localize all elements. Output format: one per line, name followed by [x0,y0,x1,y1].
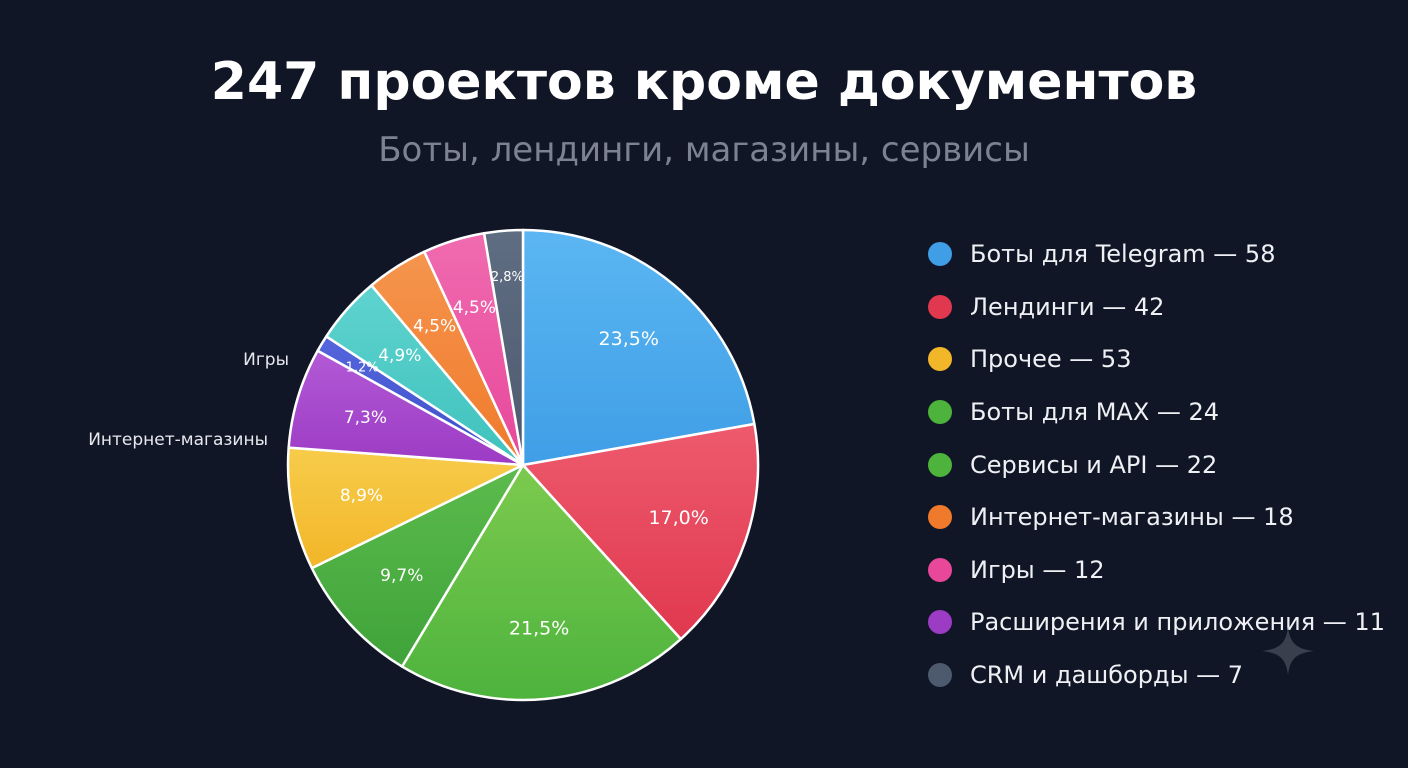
pie-chart: 23,5% 17,0% 21,5% 9,7% 8,9% 7,3% 1,2%4,9% 4,5%4… [88,228,760,702]
pie-slice [310,463,525,668]
slice-value-label: 4,5% [453,298,496,318]
slice-value-label: 2,8% [491,270,524,285]
legend-item: Игры — 12 [928,544,1398,597]
legend-item: Боты для MAX — 24 [928,386,1398,439]
legend-swatch [928,242,952,267]
legend-item: CRM и дашборды — 7 [928,649,1398,702]
legend-item: Прочее — 53 [928,333,1398,386]
legend-swatch [928,663,952,688]
legend-label: CRM и дашборды — 7 [970,661,1244,690]
callout-label: Интернет-магазины [88,430,268,450]
legend-label: Сервисы и API — 22 [970,450,1218,479]
legend-swatch [928,610,952,635]
legend-label: Боты для Telegram — 58 [970,240,1276,269]
pie-slice [521,422,760,641]
pie-slices [286,228,760,702]
legend-swatch [928,452,952,477]
chart-subtitle: Боты, лендинги, магазины, сервисы [378,130,1030,170]
slice-value-label: 23,5% [599,328,659,350]
sparkle-icon [1262,627,1314,675]
pie-slice [521,228,756,467]
pie-slice [400,463,683,702]
slice-value-label: 1,2% [346,360,379,375]
slice-value-label: 7,3% [344,408,387,428]
legend-swatch [928,294,952,319]
slice-value-label: 21,5% [509,618,569,640]
legend-item: Интернет-магазины — 18 [928,491,1398,544]
legend-label: Расширения и приложения — 11 [970,608,1385,637]
chart-title: 247 проектов кроме документов [210,52,1198,112]
legend-item: Лендинги — 42 [928,281,1398,334]
slice-value-label: 4,5% [413,316,456,336]
legend-label: Лендинги — 42 [970,292,1165,321]
legend-swatch [928,400,952,425]
slice-value-label: 17,0% [648,507,708,529]
pie-slice [482,228,525,467]
legend: Боты для Telegram — 58 Лендинги — 42 Проче… [928,228,1398,701]
legend-swatch [928,557,952,582]
callout-label: Игры [243,350,289,370]
legend-item: Сервисы и API — 22 [928,438,1398,491]
legend-label: Интернет-магазины — 18 [970,503,1294,532]
legend-label: Боты для MAX — 24 [970,398,1220,427]
pie-slice [286,446,525,570]
legend-item: Расширения и приложения — 11 [928,596,1398,649]
legend-swatch [928,505,952,530]
legend-item: Боты для Telegram — 58 [928,228,1398,281]
legend-label: Игры — 12 [970,555,1105,584]
slice-value-label: 4,9% [378,346,421,366]
pie-callouts: Игры Интернет-магазины [88,350,289,450]
legend-label: Прочее — 53 [970,345,1132,374]
pie-labels: 23,5% 17,0% 21,5% 9,7% 8,9% 7,3% 1,2%4,9% 4,5%4… [340,270,709,640]
legend-swatch [928,347,952,372]
slice-value-label: 8,9% [340,486,383,506]
slice-value-label: 9,7% [380,566,423,586]
